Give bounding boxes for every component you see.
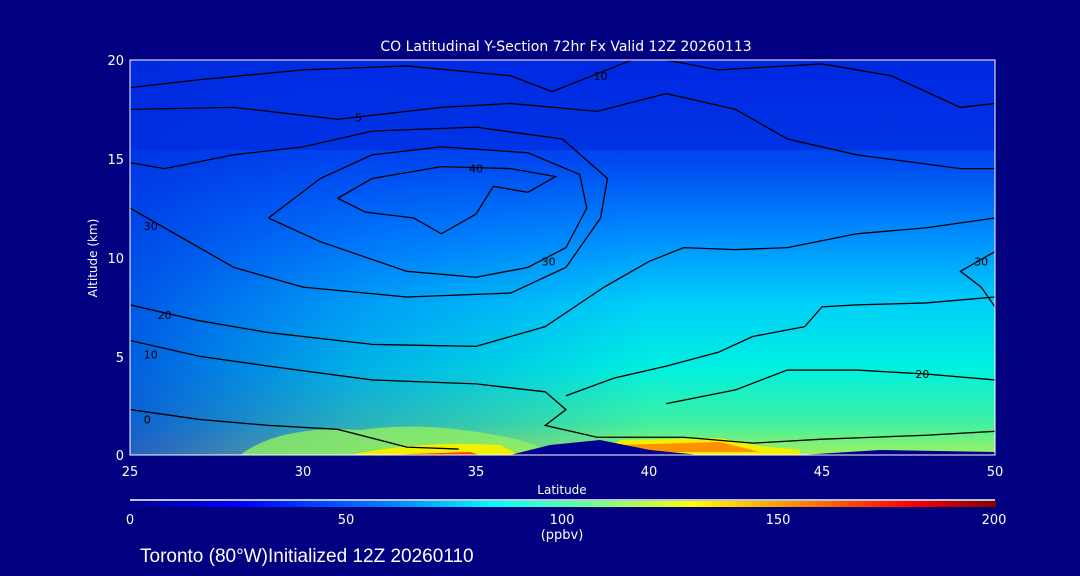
contour-label: 30 xyxy=(144,220,158,233)
y-ticks: 0 5 10 15 20 xyxy=(107,54,124,464)
contour-label: 20 xyxy=(915,368,929,381)
colorbar-units: (ppbv) xyxy=(541,528,584,543)
y-tick-label: 20 xyxy=(107,54,124,69)
x-tick-label: 45 xyxy=(814,465,831,480)
colorbar-tick: 150 xyxy=(766,513,791,528)
field-surface-orange xyxy=(620,442,760,452)
x-tick-label: 30 xyxy=(295,465,312,480)
x-tick-label: 50 xyxy=(987,465,1004,480)
contour-line xyxy=(959,251,995,308)
plot-frame xyxy=(129,59,996,456)
contour-line xyxy=(268,146,588,278)
x-tick-label: 35 xyxy=(468,465,485,480)
y-tick-label: 15 xyxy=(107,153,124,168)
footer-caption: Toronto (80°W)Initialized 12Z 20260110 xyxy=(140,546,474,567)
colorbar xyxy=(130,501,996,507)
contour-label: 30 xyxy=(542,255,556,268)
contour-line xyxy=(130,339,995,444)
colorbar-tick: 50 xyxy=(338,513,355,528)
colorbar-tick: 200 xyxy=(982,513,1007,528)
contours: 40 30 30 20 10 20 0 30 10 5 xyxy=(130,60,995,450)
contour-label: 10 xyxy=(594,70,608,83)
colorbar-tick: 100 xyxy=(550,513,575,528)
contour-line xyxy=(565,296,995,397)
field-surface-red xyxy=(380,452,480,455)
x-ticks: 25 30 35 40 45 50 xyxy=(122,465,1004,480)
contour-line xyxy=(666,60,995,109)
y-tick-label: 0 xyxy=(116,449,124,464)
terrain-2 xyxy=(800,450,995,455)
contour-line xyxy=(130,126,609,298)
contour-label: 40 xyxy=(469,163,483,176)
contour-label: 10 xyxy=(144,348,158,361)
contour-line xyxy=(130,408,459,450)
x-tick-label: 25 xyxy=(122,465,139,480)
field-surface-yellow xyxy=(350,443,520,455)
contour-label: 0 xyxy=(144,413,151,426)
contour-line xyxy=(130,217,995,348)
contour-line xyxy=(130,60,632,93)
chart-title: CO Latitudinal Y-Section 72hr Fx Valid 1… xyxy=(380,39,751,55)
y-tick-label: 5 xyxy=(116,351,124,366)
y-tick-label: 10 xyxy=(107,252,124,267)
contour-line xyxy=(666,369,995,405)
contour-label: 30 xyxy=(974,255,988,268)
x-tick-label: 40 xyxy=(641,465,658,480)
colorbar-tick: 0 xyxy=(126,513,134,528)
terrain xyxy=(510,440,700,455)
field-top xyxy=(130,60,995,150)
contour-line xyxy=(337,165,558,235)
plot-area: 40 30 30 20 10 20 0 30 10 5 xyxy=(130,60,995,455)
contour-label: 20 xyxy=(158,309,172,322)
y-axis-label: Altitude (km) xyxy=(86,219,100,298)
contour-label: 5 xyxy=(355,111,362,124)
contour-line xyxy=(130,92,995,170)
x-axis-label: Latitude xyxy=(537,483,586,497)
